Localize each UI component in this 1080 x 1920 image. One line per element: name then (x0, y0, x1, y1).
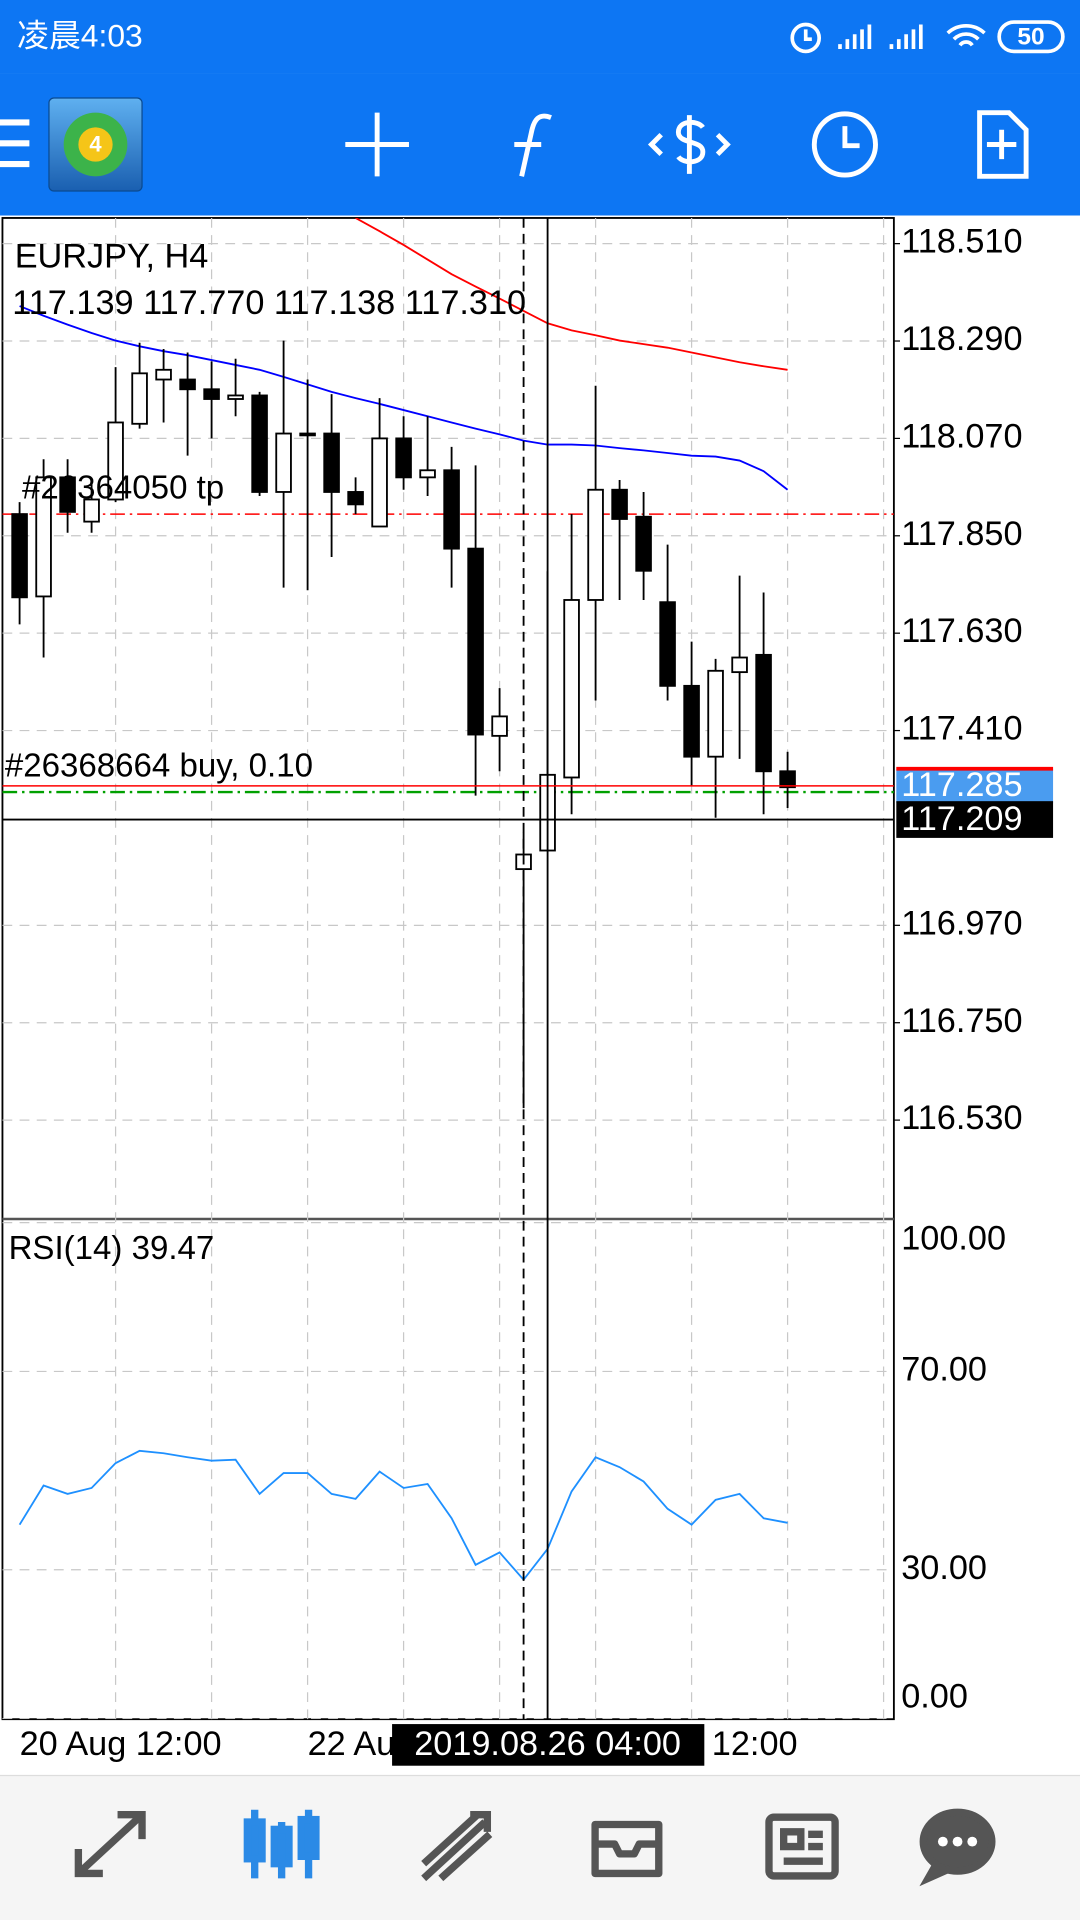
y-tick-label: 117.850 (901, 515, 1022, 553)
candle-body (443, 469, 460, 550)
moving-average (355, 217, 788, 371)
y-tick-label: 116.530 (901, 1099, 1022, 1137)
x-tick-label: 20 Aug 12:00 (20, 1725, 222, 1763)
y-tick-label: 117.630 (901, 612, 1022, 650)
crosshair-price-box (896, 801, 1054, 838)
candle-body (371, 437, 388, 528)
y-tick-label: 70.00 (901, 1350, 987, 1388)
y-tick-label: 118.070 (901, 417, 1022, 455)
y-tick-label: 118.510 (901, 223, 1022, 261)
candle-body (395, 437, 412, 479)
candle-body (731, 656, 748, 674)
candle-body (155, 368, 172, 381)
rsi-pane (2, 1222, 894, 1720)
y-tick-label: 0.00 (901, 1677, 968, 1715)
crosshair-time-box (392, 1724, 705, 1766)
candle-body (323, 432, 340, 493)
chart-frame (1, 217, 895, 1721)
candle-body (347, 491, 364, 506)
app-logo[interactable]: 4 (48, 97, 143, 192)
y-tick-label: 118.290 (901, 320, 1022, 358)
rsi-line (18, 1449, 788, 1582)
overlay: 118.510 118.290 118.070 117.850 117.630 117.4… (2, 217, 1054, 1766)
order-label: #26364050 tp (22, 469, 224, 506)
candle-body (563, 599, 580, 779)
candle-body (707, 669, 724, 758)
status-bar (0, 0, 1080, 74)
symbol-title: EURJPY, H4 (15, 237, 209, 275)
candle-body (203, 388, 220, 400)
candle-body (179, 378, 196, 391)
candle-body (659, 601, 676, 687)
candle-body (419, 469, 436, 479)
candle-body (611, 488, 628, 520)
y-tick-label: 116.750 (901, 1002, 1022, 1040)
candle-body (491, 715, 508, 737)
toolbar-icons[interactable] (345, 110, 1029, 179)
candle-body (251, 394, 268, 493)
bid-label-box (896, 768, 1054, 804)
candle-body (59, 476, 76, 513)
svg-text:4: 4 (89, 132, 102, 157)
battery-level: 50 (1017, 23, 1044, 50)
candle-body (299, 432, 316, 437)
y-tick-label: 30.00 (901, 1549, 987, 1587)
candle-body (83, 498, 100, 523)
y-tick-label: 117.410 (901, 710, 1022, 748)
candle-body (635, 515, 652, 572)
rsi-title: RSI(14) 39.47 (9, 1230, 215, 1267)
candle-body (779, 770, 796, 789)
candle-body (131, 372, 148, 425)
candle-body (35, 476, 52, 598)
y-tick-label: 116.970 (901, 904, 1022, 942)
crosshair-time: 2019.08.26 04:00 (414, 1725, 681, 1763)
clock: 凌晨4:03 (17, 17, 143, 53)
candle-body (11, 513, 28, 599)
crosshair-price: 117.209 (901, 800, 1022, 838)
candle-body (467, 547, 484, 736)
candle-body (683, 684, 700, 758)
nav-icons[interactable] (74, 1808, 996, 1887)
menu-button[interactable] (0, 119, 30, 168)
candle-body (587, 488, 604, 601)
candle-body (227, 394, 244, 400)
moving-average (19, 305, 789, 491)
y-tick-label: 100.00 (901, 1219, 1006, 1257)
candle-body (755, 653, 772, 773)
bid-label: 117.285 (901, 766, 1022, 804)
ohlc-readout: 117.139 117.770 117.138 117.310 (12, 284, 526, 322)
order-label: #26368664 buy, 0.10 (5, 747, 313, 784)
chat-dots (937, 1836, 978, 1847)
candle-body (107, 421, 124, 501)
bottom-nav (0, 1775, 1080, 1920)
status-icons (790, 20, 1065, 54)
candle-body (275, 432, 292, 493)
